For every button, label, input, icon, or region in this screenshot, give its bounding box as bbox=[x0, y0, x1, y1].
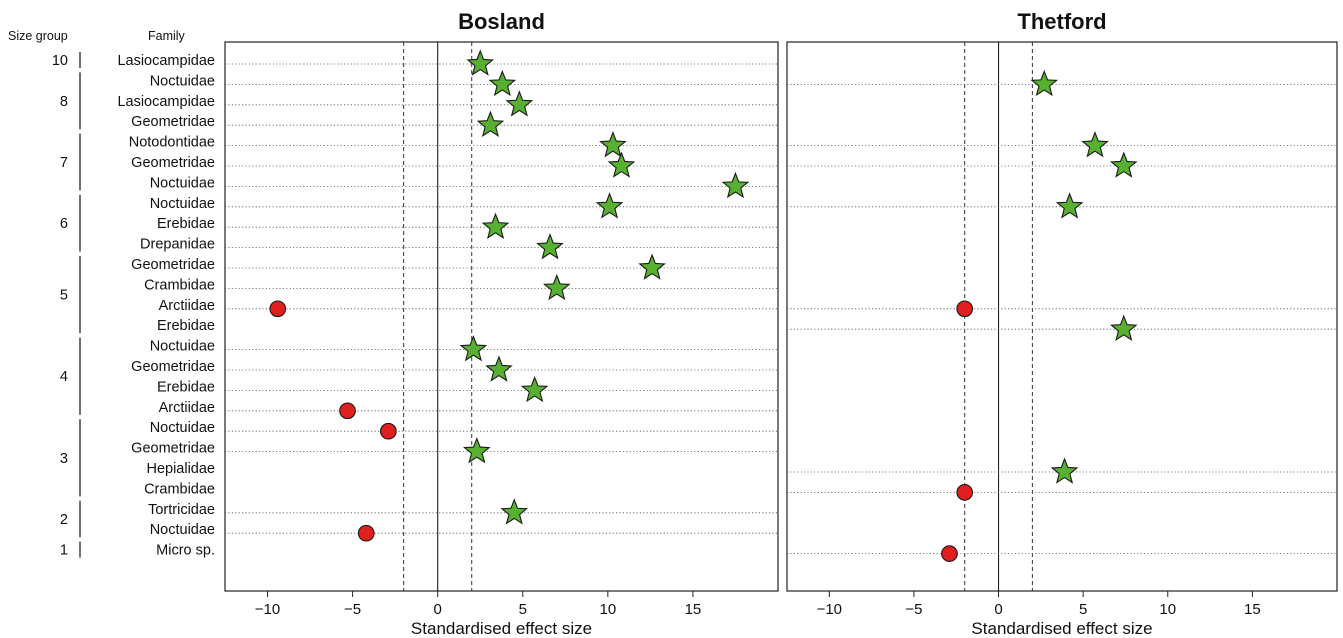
star-point bbox=[520, 375, 549, 403]
family-label: Hepialidae bbox=[146, 461, 215, 477]
x-tick-label: 5 bbox=[1079, 601, 1087, 618]
plot-frame bbox=[786, 41, 1338, 592]
family-label: Erebidae bbox=[157, 379, 215, 395]
star-point bbox=[1109, 314, 1138, 341]
panel-thetford: Thetford −10 −5 0 5 10 15 Standardised effect s… bbox=[786, 9, 1338, 638]
size-group-label: 7 bbox=[60, 155, 68, 171]
star-point bbox=[607, 151, 636, 178]
size-group-label: 4 bbox=[60, 369, 68, 385]
x-axis-label: Standardised effect size bbox=[971, 619, 1152, 638]
family-label: Crambidae bbox=[144, 277, 215, 293]
star-point bbox=[1055, 192, 1084, 219]
circle-point bbox=[379, 422, 397, 440]
star-point bbox=[500, 498, 529, 525]
family-label: Geometridae bbox=[131, 114, 215, 130]
plot-frame bbox=[224, 41, 779, 592]
star-point bbox=[485, 355, 513, 382]
star-point bbox=[595, 192, 624, 219]
star-point bbox=[638, 253, 666, 280]
family-label: Geometridae bbox=[131, 257, 215, 273]
x-tick-label: −10 bbox=[817, 601, 842, 618]
star-point bbox=[599, 131, 627, 158]
panel-title: Bosland bbox=[458, 9, 545, 34]
star-point bbox=[542, 273, 571, 301]
x-axis-label: Standardised effect size bbox=[411, 619, 592, 638]
family-label: Noctuidae bbox=[150, 339, 215, 355]
star-point bbox=[466, 49, 495, 76]
star-point bbox=[1050, 457, 1079, 484]
family-label: Geometridae bbox=[131, 441, 215, 457]
panel-bosland: Bosland −10 −5 0 5 10 15 Standardised effect si… bbox=[224, 9, 779, 638]
star-point bbox=[481, 212, 510, 239]
size-group-label: 8 bbox=[60, 94, 68, 110]
size-group-header: Size group bbox=[8, 29, 68, 43]
x-tick-label: −5 bbox=[905, 601, 922, 618]
star-point bbox=[1081, 131, 1109, 158]
family-label: Noctuidae bbox=[150, 522, 215, 538]
size-group-label: 10 bbox=[52, 53, 68, 69]
star-point bbox=[505, 90, 534, 117]
x-tick-label: 5 bbox=[519, 601, 527, 618]
x-tick-label: 0 bbox=[434, 601, 442, 618]
family-label: Erebidae bbox=[157, 216, 215, 232]
circle-point bbox=[269, 300, 287, 318]
star-point bbox=[476, 110, 505, 137]
family-header: Family bbox=[148, 29, 186, 43]
star-point bbox=[463, 437, 491, 464]
family-label: Lasiocampidae bbox=[117, 94, 215, 110]
circle-point bbox=[956, 300, 974, 318]
circle-point bbox=[357, 524, 375, 542]
circle-point bbox=[941, 545, 958, 562]
family-label: Noctuidae bbox=[150, 73, 215, 89]
star-point bbox=[1030, 69, 1059, 97]
family-label: Geometridae bbox=[131, 155, 215, 171]
x-tick-label: 10 bbox=[1159, 601, 1176, 618]
x-tick-label: −5 bbox=[344, 601, 361, 618]
size-group-label: 6 bbox=[60, 216, 68, 232]
x-tick-label: 0 bbox=[994, 601, 1002, 618]
family-label: Arctiidae bbox=[159, 298, 215, 314]
family-label: Tortricidae bbox=[148, 502, 215, 518]
size-group-label: 5 bbox=[60, 288, 68, 304]
circle-point bbox=[956, 484, 974, 501]
size-group-label: 3 bbox=[60, 451, 68, 467]
x-tick-label: 15 bbox=[1244, 601, 1261, 618]
star-point bbox=[459, 335, 488, 362]
family-label: Drepanidae bbox=[140, 237, 215, 253]
family-label: Noctuidae bbox=[150, 196, 215, 212]
star-point bbox=[488, 69, 517, 97]
family-label: Noctuidae bbox=[150, 175, 215, 191]
family-label: Notodontidae bbox=[129, 135, 215, 151]
family-label: Lasiocampidae bbox=[117, 53, 215, 69]
circle-point bbox=[339, 402, 356, 420]
x-tick-label: 10 bbox=[600, 601, 617, 618]
size-group-label: 1 bbox=[60, 543, 68, 559]
family-label: Erebidae bbox=[157, 318, 215, 334]
family-label: Crambidae bbox=[144, 481, 215, 497]
x-tick-label: −10 bbox=[255, 601, 280, 618]
family-label: Micro sp. bbox=[156, 543, 215, 559]
family-label: Arctiidae bbox=[159, 400, 215, 416]
family-label: Geometridae bbox=[131, 359, 215, 375]
x-tick-label: 15 bbox=[685, 601, 702, 618]
size-group-label: 2 bbox=[60, 512, 68, 528]
panel-title: Thetford bbox=[1017, 9, 1106, 34]
star-point bbox=[721, 171, 750, 199]
star-point bbox=[536, 233, 564, 260]
family-label: Noctuidae bbox=[150, 420, 215, 436]
star-point bbox=[1109, 151, 1138, 178]
